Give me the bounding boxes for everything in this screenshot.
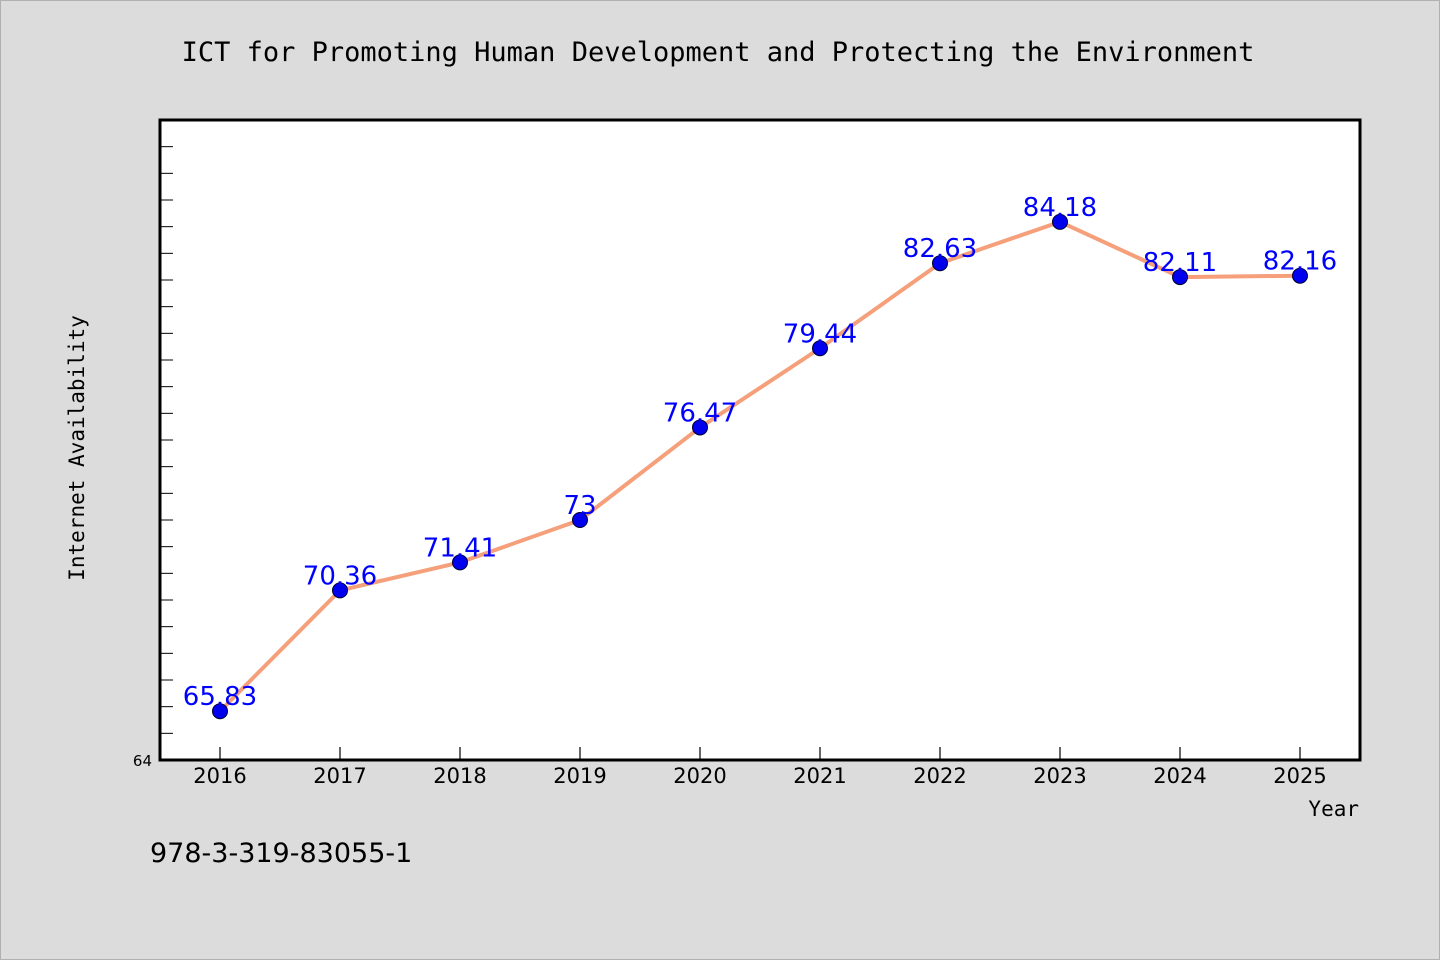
data-point (692, 419, 708, 436)
data-label: 65.83 (183, 682, 257, 712)
data-point (212, 703, 228, 720)
x-tick-label: 2020 (673, 764, 726, 788)
data-point (572, 512, 588, 528)
x-tick-label: 2016 (193, 764, 246, 788)
isbn-annotation: 978-3-319-83055-1 (150, 838, 412, 869)
data-label: 79.44 (783, 319, 857, 349)
y-axis-label: Internet Availability (65, 315, 89, 581)
x-axis-label: Year (1308, 797, 1359, 821)
data-label: 73 (563, 491, 596, 521)
x-tick-label: 2022 (913, 764, 966, 788)
x-tick-label: 2023 (1033, 764, 1086, 788)
x-tick-label: 2017 (313, 764, 366, 788)
plot-border (158, 118, 1362, 762)
chart-title: ICT for Promoting Human Development and … (182, 37, 1255, 68)
y-axis-ticks (160, 146, 173, 734)
data-point (812, 340, 828, 357)
series-layer: 65.83 70.36 71.41 73 76.47 79.44 82.63 84.18 82.… (183, 193, 1337, 720)
x-tick-label: 2018 (433, 764, 486, 788)
data-label: 84.18 (1023, 193, 1097, 223)
data-point (1292, 267, 1308, 284)
series-line (218, 219, 1302, 714)
x-tick-label: 2025 (1273, 764, 1326, 788)
series-markers (212, 213, 1308, 720)
data-label: 70.36 (303, 561, 377, 591)
data-point (1172, 269, 1188, 286)
data-label: 82.11 (1143, 248, 1217, 278)
data-label: 82.63 (903, 234, 977, 264)
data-point (332, 582, 348, 599)
plot-area (160, 120, 1360, 760)
x-tick-label: 2019 (553, 764, 606, 788)
y-tick-label: 64 (133, 752, 152, 770)
x-tick-label: 2021 (793, 764, 846, 788)
data-point (1052, 213, 1068, 230)
data-label: 82.16 (1263, 247, 1337, 277)
x-tick-label: 2024 (1153, 764, 1206, 788)
x-tick-labels: 2016 2017 2018 2019 2020 2021 2022 2023 2024 2025 (193, 764, 1326, 788)
data-point (932, 255, 948, 272)
data-labels: 65.83 70.36 71.41 73 76.47 79.44 82.63 84.18 82.… (183, 193, 1337, 712)
data-point (452, 554, 468, 571)
data-label: 76.47 (663, 398, 737, 428)
x-axis-ticks (219, 747, 1301, 760)
data-label: 71.41 (423, 533, 497, 563)
